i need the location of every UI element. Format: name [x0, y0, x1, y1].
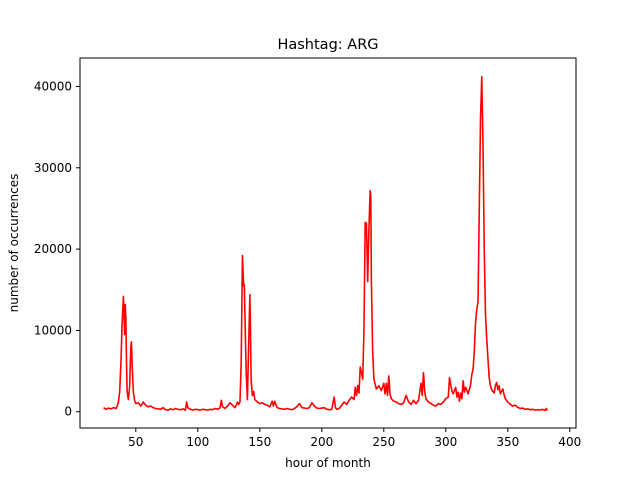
- x-tick-label: 400: [558, 435, 581, 449]
- y-axis-label: number of occurrences: [7, 174, 21, 313]
- x-tick-label: 300: [434, 435, 457, 449]
- series-line: [103, 75, 549, 412]
- y-tick-label: 0: [64, 405, 72, 419]
- x-tick-label: 100: [186, 435, 209, 449]
- chart-title: Hashtag: ARG: [277, 37, 378, 53]
- x-axis-label: hour of month: [285, 456, 371, 470]
- x-tick-label: 350: [496, 435, 519, 449]
- y-axis-ticks: 0 10000 20000 30000 40000: [34, 79, 80, 419]
- series-layer: [103, 75, 549, 412]
- y-tick-label: 30000: [34, 161, 72, 175]
- x-tick-label: 200: [310, 435, 333, 449]
- x-axis-ticks: 50 100 150 200 250 300 350 400: [128, 428, 581, 449]
- x-tick-label: 50: [128, 435, 143, 449]
- x-tick-label: 250: [372, 435, 395, 449]
- plot-frame: [79, 57, 577, 429]
- x-tick-label: 150: [248, 435, 271, 449]
- y-tick-label: 20000: [34, 242, 72, 256]
- y-tick-label: 40000: [34, 79, 72, 93]
- y-tick-label: 10000: [34, 323, 72, 337]
